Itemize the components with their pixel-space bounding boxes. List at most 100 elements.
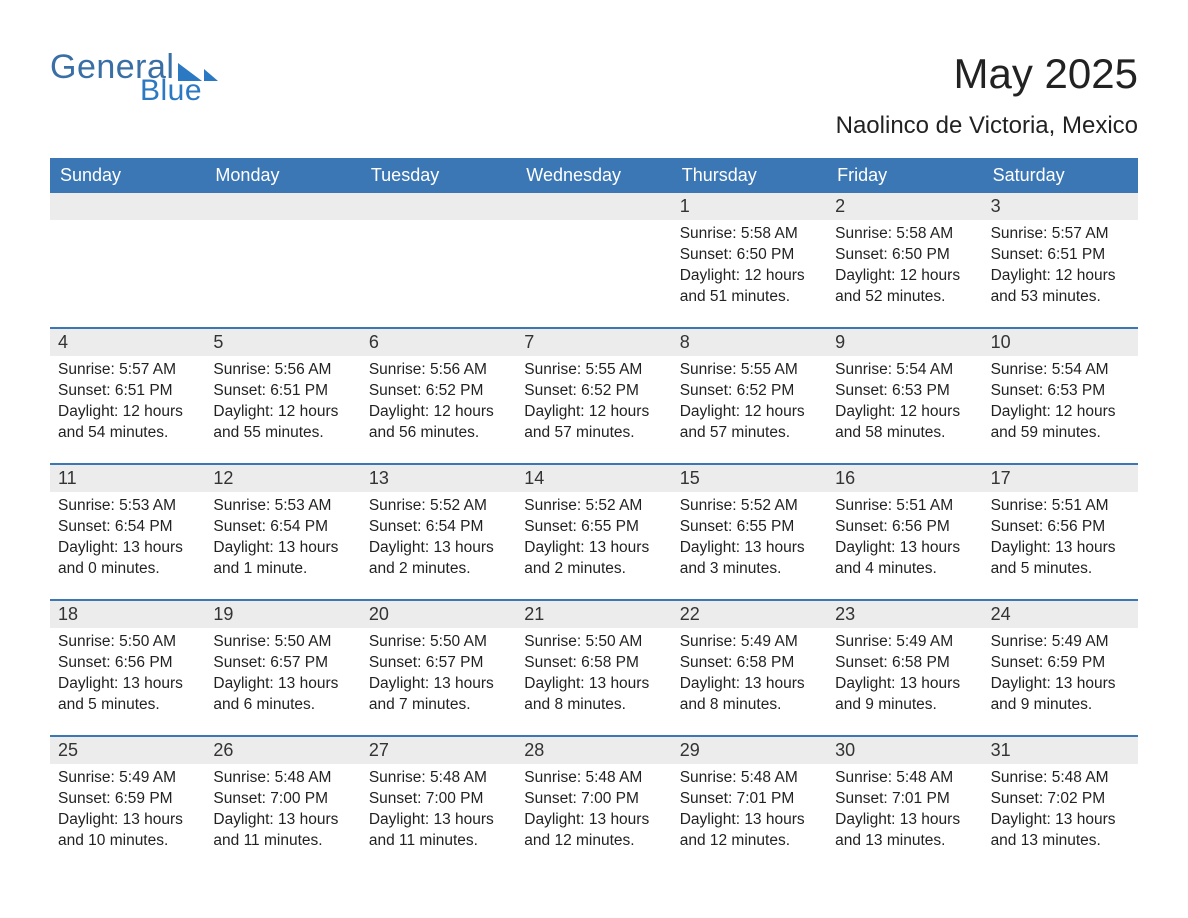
sunset-line: Sunset: 6:52 PM	[524, 381, 663, 402]
calendar-cell: 19Sunrise: 5:50 AMSunset: 6:57 PMDayligh…	[205, 601, 360, 721]
day2-line: and 5 minutes.	[58, 695, 197, 716]
day2-line: and 52 minutes.	[835, 287, 974, 308]
sunset-line: Sunset: 6:57 PM	[213, 653, 352, 674]
calendar-cell: 21Sunrise: 5:50 AMSunset: 6:58 PMDayligh…	[516, 601, 671, 721]
sunrise-line: Sunrise: 5:52 AM	[369, 496, 508, 517]
day2-line: and 5 minutes.	[991, 559, 1130, 580]
date-number-bar: 1	[672, 193, 827, 220]
sunrise-line: Sunrise: 5:48 AM	[680, 768, 819, 789]
calendar-week: 4Sunrise: 5:57 AMSunset: 6:51 PMDaylight…	[50, 327, 1138, 449]
day2-line: and 9 minutes.	[835, 695, 974, 716]
day1-line: Daylight: 12 hours	[835, 266, 974, 287]
calendar-cell: 6Sunrise: 5:56 AMSunset: 6:52 PMDaylight…	[361, 329, 516, 449]
calendar-week: 1Sunrise: 5:58 AMSunset: 6:50 PMDaylight…	[50, 193, 1138, 313]
sunrise-line: Sunrise: 5:49 AM	[991, 632, 1130, 653]
dayname-saturday: Saturday	[983, 158, 1138, 193]
day2-line: and 9 minutes.	[991, 695, 1130, 716]
calendar-cell	[516, 193, 671, 313]
date-number-bar: 28	[516, 737, 671, 764]
day1-line: Daylight: 13 hours	[680, 810, 819, 831]
day1-line: Daylight: 12 hours	[58, 402, 197, 423]
sunset-line: Sunset: 6:55 PM	[680, 517, 819, 538]
sunset-line: Sunset: 6:53 PM	[835, 381, 974, 402]
calendar-cell: 9Sunrise: 5:54 AMSunset: 6:53 PMDaylight…	[827, 329, 982, 449]
sunrise-line: Sunrise: 5:48 AM	[991, 768, 1130, 789]
date-number-bar: 23	[827, 601, 982, 628]
day2-line: and 1 minute.	[213, 559, 352, 580]
date-number-bar: 14	[516, 465, 671, 492]
day2-line: and 7 minutes.	[369, 695, 508, 716]
day2-line: and 54 minutes.	[58, 423, 197, 444]
day2-line: and 6 minutes.	[213, 695, 352, 716]
cell-body: Sunrise: 5:56 AMSunset: 6:52 PMDaylight:…	[361, 356, 516, 444]
date-number-bar: 9	[827, 329, 982, 356]
day2-line: and 12 minutes.	[680, 831, 819, 852]
date-number-bar: 5	[205, 329, 360, 356]
calendar-cell: 4Sunrise: 5:57 AMSunset: 6:51 PMDaylight…	[50, 329, 205, 449]
cell-body: Sunrise: 5:50 AMSunset: 6:57 PMDaylight:…	[205, 628, 360, 716]
sunrise-line: Sunrise: 5:56 AM	[213, 360, 352, 381]
day1-line: Daylight: 13 hours	[58, 674, 197, 695]
dayname-thursday: Thursday	[672, 158, 827, 193]
day1-line: Daylight: 12 hours	[680, 402, 819, 423]
cell-body: Sunrise: 5:58 AMSunset: 6:50 PMDaylight:…	[827, 220, 982, 308]
dayname-tuesday: Tuesday	[361, 158, 516, 193]
calendar-cell: 15Sunrise: 5:52 AMSunset: 6:55 PMDayligh…	[672, 465, 827, 585]
day1-line: Daylight: 13 hours	[680, 538, 819, 559]
sunset-line: Sunset: 7:01 PM	[680, 789, 819, 810]
dayname-sunday: Sunday	[50, 158, 205, 193]
sunrise-line: Sunrise: 5:49 AM	[835, 632, 974, 653]
calendar-cell: 20Sunrise: 5:50 AMSunset: 6:57 PMDayligh…	[361, 601, 516, 721]
sunset-line: Sunset: 6:51 PM	[58, 381, 197, 402]
day2-line: and 56 minutes.	[369, 423, 508, 444]
sunrise-line: Sunrise: 5:58 AM	[835, 224, 974, 245]
day1-line: Daylight: 13 hours	[835, 674, 974, 695]
cell-body: Sunrise: 5:55 AMSunset: 6:52 PMDaylight:…	[672, 356, 827, 444]
cell-body: Sunrise: 5:54 AMSunset: 6:53 PMDaylight:…	[983, 356, 1138, 444]
cell-body: Sunrise: 5:53 AMSunset: 6:54 PMDaylight:…	[205, 492, 360, 580]
title-block: May 2025 Naolinco de Victoria, Mexico	[836, 50, 1138, 140]
date-number-bar: 8	[672, 329, 827, 356]
calendar-cell: 23 Sunrise: 5:49 AMSunset: 6:58 PMDayligh…	[827, 601, 982, 721]
day2-line: and 13 minutes.	[991, 831, 1130, 852]
day1-line: Daylight: 12 hours	[524, 402, 663, 423]
day2-line: and 11 minutes.	[369, 831, 508, 852]
calendar-cell: 11Sunrise: 5:53 AMSunset: 6:54 PMDayligh…	[50, 465, 205, 585]
day1-line: Daylight: 13 hours	[991, 674, 1130, 695]
cell-body: Sunrise: 5:50 AMSunset: 6:56 PMDaylight:…	[50, 628, 205, 716]
sunrise-line: Sunrise: 5:56 AM	[369, 360, 508, 381]
day2-line: and 57 minutes.	[524, 423, 663, 444]
location-text: Naolinco de Victoria, Mexico	[836, 112, 1138, 140]
cell-body: Sunrise: 5:52 AMSunset: 6:55 PMDaylight:…	[672, 492, 827, 580]
header-row: General Blue May 2025 Naolinco de Victor…	[50, 50, 1138, 140]
cell-body: Sunrise: 5:57 AMSunset: 6:51 PMDaylight:…	[50, 356, 205, 444]
date-number-bar: 15	[672, 465, 827, 492]
dayname-monday: Monday	[205, 158, 360, 193]
day2-line: and 53 minutes.	[991, 287, 1130, 308]
sunset-line: Sunset: 6:57 PM	[369, 653, 508, 674]
sunset-line: Sunset: 6:52 PM	[680, 381, 819, 402]
day2-line: and 2 minutes.	[369, 559, 508, 580]
calendar-week: 11Sunrise: 5:53 AMSunset: 6:54 PMDayligh…	[50, 463, 1138, 585]
day1-line: Daylight: 12 hours	[991, 402, 1130, 423]
date-number-bar: 7	[516, 329, 671, 356]
calendar-cell: 24Sunrise: 5:49 AMSunset: 6:59 PMDayligh…	[983, 601, 1138, 721]
sunset-line: Sunset: 6:58 PM	[835, 653, 974, 674]
date-number-bar: 20	[361, 601, 516, 628]
day2-line: and 0 minutes.	[58, 559, 197, 580]
date-number-bar: 27	[361, 737, 516, 764]
day1-line: Daylight: 13 hours	[213, 538, 352, 559]
cell-body: Sunrise: 5:52 AMSunset: 6:55 PMDaylight:…	[516, 492, 671, 580]
day2-line: and 8 minutes.	[524, 695, 663, 716]
sunrise-line: Sunrise: 5:50 AM	[524, 632, 663, 653]
day1-line: Daylight: 13 hours	[213, 674, 352, 695]
sunrise-line: Sunrise: 5:57 AM	[58, 360, 197, 381]
day1-line: Daylight: 13 hours	[835, 810, 974, 831]
calendar-cell: 3Sunrise: 5:57 AMSunset: 6:51 PMDaylight…	[983, 193, 1138, 313]
date-number-bar: 12	[205, 465, 360, 492]
date-number-bar: 31	[983, 737, 1138, 764]
sunrise-line: Sunrise: 5:52 AM	[680, 496, 819, 517]
calendar-cell: 29Sunrise: 5:48 AMSunset: 7:01 PMDayligh…	[672, 737, 827, 857]
dayname-wednesday: Wednesday	[516, 158, 671, 193]
cell-body: Sunrise: 5:48 AMSunset: 7:00 PMDaylight:…	[516, 764, 671, 852]
